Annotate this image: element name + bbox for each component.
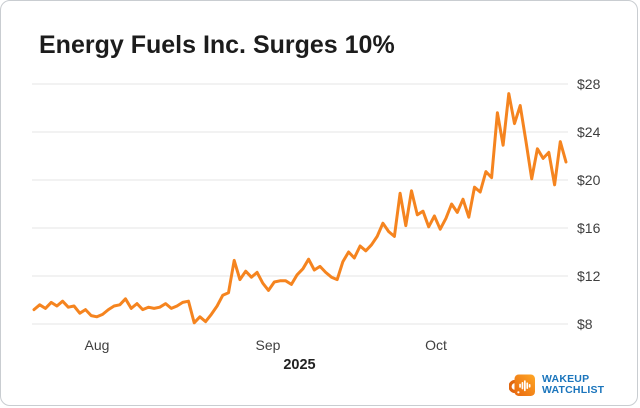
wakeup-watchlist-logo: WAKEUP WATCHLIST [509,370,604,399]
y-axis-tick-28: $28 [577,76,601,92]
x-axis-tick-oct: Oct [425,337,447,353]
brand-line2: WATCHLIST [542,383,605,396]
y-axis-tick-20: $20 [577,172,601,188]
y-axis-tick-24: $24 [577,124,601,140]
y-axis-tick-12: $12 [577,268,601,284]
chart-title: Energy Fuels Inc. Surges 10% [39,31,395,59]
x-axis-tick-aug: Aug [84,337,110,353]
brand-line1: WAKEUP [542,372,590,385]
y-axis-tick-16: $16 [577,220,601,236]
y-axis-tick-8: $8 [577,316,593,332]
x-axis-tick-sep: Sep [255,337,281,353]
mug-waveform-icon [509,374,535,396]
x-axis-year-label: 2025 [283,357,316,373]
brand-wordmark: WAKEUP WATCHLIST [542,372,605,396]
price-line [32,92,568,325]
